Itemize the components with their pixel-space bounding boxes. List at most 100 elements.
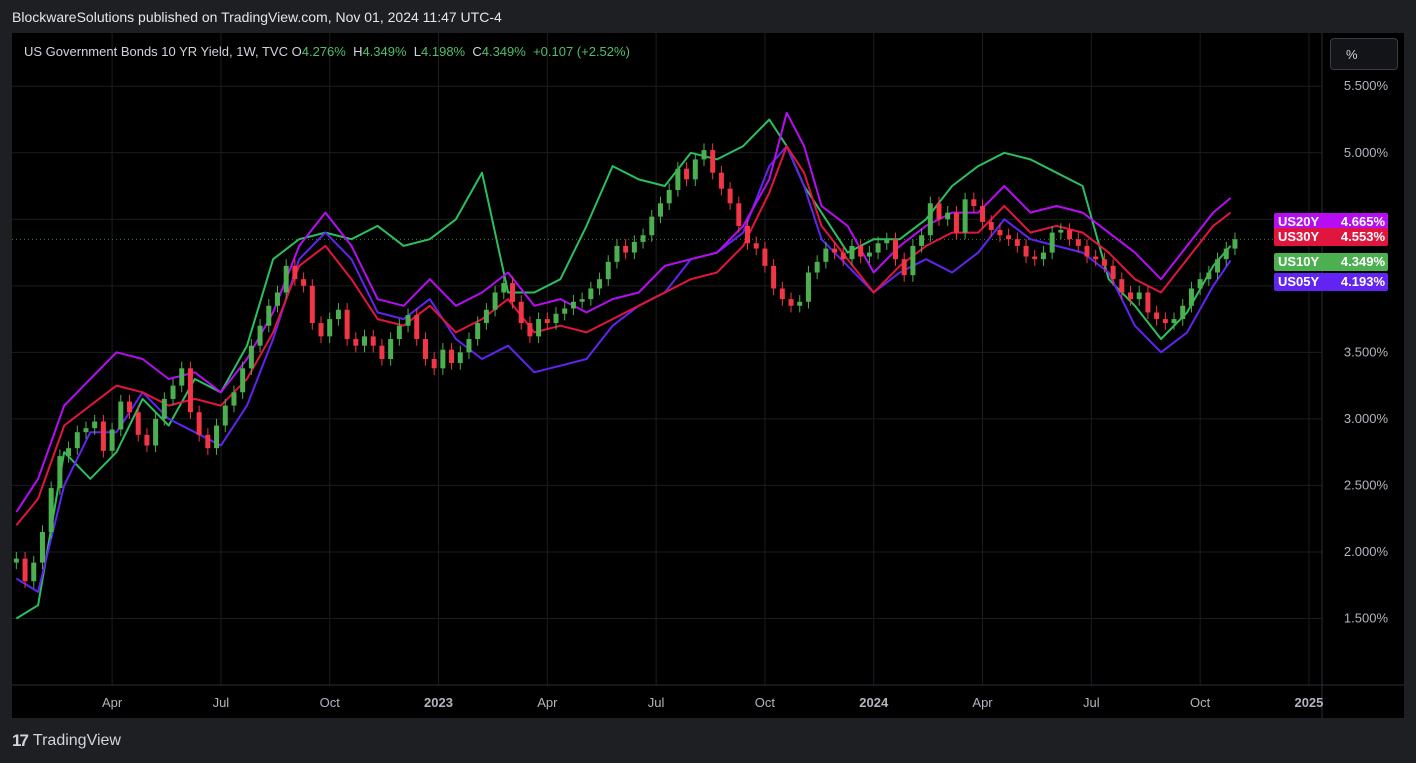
candle-body <box>501 283 507 293</box>
high-label: H <box>353 44 363 59</box>
candle-body <box>248 345 254 369</box>
candle-body <box>222 405 228 426</box>
candle-body <box>196 412 202 435</box>
series-line-us05y <box>15 145 1232 593</box>
candle-body <box>422 339 428 359</box>
candle-body <box>1154 312 1160 320</box>
candle-body <box>640 235 646 242</box>
y-tick-label: 1.500% <box>1344 610 1389 625</box>
candle-body <box>1067 229 1073 240</box>
price-label-name-us20y: US20Y <box>1278 214 1320 229</box>
candle-body <box>327 319 333 337</box>
y-tick-label: 3.500% <box>1344 344 1389 359</box>
open-label: O <box>291 44 302 59</box>
candle-body <box>1058 229 1064 233</box>
x-tick-label: Jul <box>213 695 230 710</box>
candle-body <box>866 252 872 257</box>
candle-body <box>884 239 890 244</box>
candle-body <box>910 245 916 276</box>
candle-body <box>66 448 72 457</box>
candle-body <box>74 432 80 449</box>
candle-body <box>335 309 341 320</box>
candle-body <box>257 325 263 346</box>
candle-body <box>475 323 481 340</box>
candle-body <box>588 288 594 300</box>
close-value: 4.349% <box>481 44 526 59</box>
candle-body <box>187 368 193 413</box>
candle-body <box>1162 319 1168 324</box>
candle-body <box>1023 245 1029 257</box>
price-label-value-us05y: 4.193% <box>1341 274 1386 289</box>
candle-body <box>701 150 707 160</box>
candle-body <box>649 216 655 236</box>
price-label-bg-us05y <box>1274 273 1388 291</box>
candle-body <box>1180 305 1186 320</box>
candle-body <box>301 279 307 286</box>
candle-body <box>13 558 19 563</box>
y-tick-label: 2.500% <box>1344 477 1389 492</box>
candle-body <box>536 319 542 337</box>
price-label-bg-us20y <box>1274 213 1388 231</box>
candle-body <box>414 315 420 340</box>
candle-body <box>614 245 620 262</box>
candle-body <box>205 434 211 449</box>
candle-body <box>997 229 1003 236</box>
candle-body <box>144 434 150 446</box>
x-tick-label: Apr <box>102 695 123 710</box>
candle-body <box>362 336 368 346</box>
candle-body <box>22 558 28 582</box>
candle-body <box>727 188 733 204</box>
candle-body <box>1014 239 1020 246</box>
x-tick-label: Jul <box>648 695 665 710</box>
candle-body <box>892 239 898 260</box>
candle-body <box>492 292 498 310</box>
price-label-name-us10y: US10Y <box>1278 254 1320 269</box>
candle-body <box>692 159 698 180</box>
candle-body <box>1223 248 1229 260</box>
x-tick-label: 2025 <box>1294 695 1323 710</box>
candle-body <box>675 168 681 191</box>
chart-svg[interactable]: 5.500%5.000%4.500%4.000%3.500%3.000%2.50… <box>12 33 1404 718</box>
candle-body <box>231 392 237 406</box>
publish-header: BlockwareSolutions published on TradingV… <box>12 9 502 25</box>
series-line-us20y <box>15 111 1232 513</box>
series-line-unlabeled <box>15 118 1232 620</box>
footer-brand[interactable]: 17 TradingView <box>12 731 121 751</box>
chart-panel[interactable]: 5.500%5.000%4.500%4.000%3.500%3.000%2.50… <box>12 33 1404 718</box>
candle-body <box>832 248 838 253</box>
low-label: L <box>413 44 422 59</box>
candle-body <box>318 323 324 337</box>
candle-body <box>100 421 106 451</box>
candle-body <box>527 323 533 337</box>
candle-body <box>1110 265 1116 280</box>
candle-body <box>135 412 141 435</box>
candle-body <box>1101 259 1107 266</box>
candle-body <box>980 205 986 222</box>
candle-body <box>292 265 298 280</box>
x-tick-label: Jul <box>1083 695 1100 710</box>
candle-body <box>466 339 472 353</box>
candle-body <box>597 279 603 289</box>
candle-body <box>283 265 289 293</box>
x-tick-label: Apr <box>972 695 993 710</box>
scale-unit-button[interactable]: % <box>1330 38 1398 70</box>
candle-body <box>631 241 637 253</box>
price-label-name-us30y: US30Y <box>1278 229 1320 244</box>
candle-body <box>762 248 768 266</box>
candle-body <box>31 562 37 582</box>
candle-body <box>901 259 907 276</box>
candle-body <box>1084 245 1090 257</box>
price-label-bg-us30y <box>1274 228 1388 246</box>
open-value: 4.276% <box>301 44 346 59</box>
candle-body <box>1093 256 1099 260</box>
x-tick-label: Oct <box>1190 695 1211 710</box>
candle-body <box>623 245 629 253</box>
candle-body <box>971 199 977 206</box>
candle-body <box>736 203 742 226</box>
candle-body <box>936 203 942 220</box>
candle-body <box>605 261 611 280</box>
candle-body <box>927 203 933 236</box>
candle-body <box>1049 232 1055 253</box>
close-label: C <box>472 44 482 59</box>
price-label-value-us20y: 4.665% <box>1341 214 1386 229</box>
